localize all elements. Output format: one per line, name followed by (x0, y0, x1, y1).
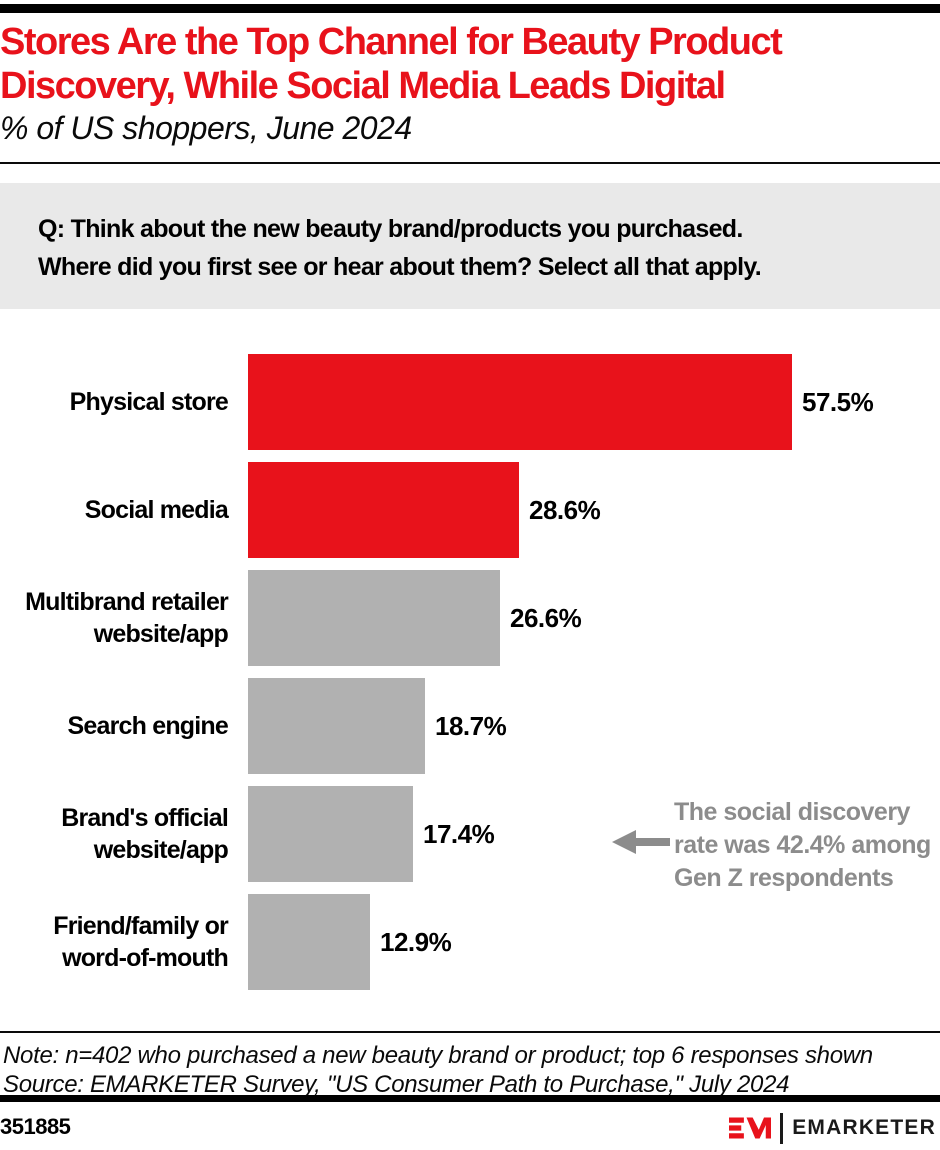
header-divider (0, 162, 940, 164)
bar-multibrand-retailer (248, 570, 500, 666)
question-line-1: Q: Think about the new beauty brand/prod… (38, 215, 743, 243)
page-title: Stores Are the Top Channel for Beauty Pr… (0, 20, 940, 108)
value-label: 17.4% (423, 818, 495, 849)
logo-divider (780, 1112, 784, 1144)
category-label: Friend/family or word-of-mouth (53, 912, 229, 972)
annotation-line-2: rate was 42.4% among (674, 831, 931, 859)
survey-question-text: Q: Think about the new beauty brand/prod… (38, 210, 918, 286)
source-line: Source: EMARKETER Survey, "US Consumer P… (3, 1071, 790, 1098)
footnote: Note: n=402 who purchased a new beauty b… (3, 1041, 937, 1099)
category-label: Physical store (69, 388, 229, 416)
category-label: Brand's official website/app (61, 804, 229, 864)
value-label: 28.6% (529, 494, 601, 525)
brand-name: EMARKETER (792, 1116, 936, 1139)
bar-search-engine (248, 678, 425, 774)
chart-id: 351885 (0, 1114, 71, 1139)
bar-social-media (248, 462, 519, 558)
chart-row: Friend/family or word-of-mouth 12.9% (0, 894, 940, 990)
title-line-1: Stores Are the Top Channel for Beauty Pr… (0, 21, 783, 63)
annotation-line-1: The social discovery (674, 798, 910, 826)
title-line-2: Discovery, While Social Media Leads Digi… (0, 65, 726, 107)
bottom-black-bar (0, 1095, 940, 1102)
category-label: Search engine (67, 712, 229, 740)
category-label: Social media (84, 496, 229, 524)
survey-question-box: Q: Think about the new beauty brand/prod… (0, 183, 940, 309)
value-label: 18.7% (435, 710, 507, 741)
subtitle: % of US shoppers, June 2024 (0, 110, 412, 146)
value-label: 12.9% (380, 926, 452, 957)
emarketer-logo-icon (729, 1117, 772, 1139)
bar-friend-family-or (248, 894, 370, 990)
chart-row: Search engine 18.7% (0, 678, 940, 774)
chart-row: Multibrand retailer website/app 26.6% (0, 570, 940, 666)
chart-row: Physical store 57.5% (0, 354, 940, 450)
chart: The social discovery rate was 42.4% amon… (0, 330, 940, 1030)
value-label: 57.5% (802, 386, 874, 417)
note-line: Note: n=402 who purchased a new beauty b… (3, 1042, 873, 1069)
bar-physical-store (248, 354, 792, 450)
annotation-arrow-icon (612, 830, 670, 854)
brand-logo: EMARKETER (729, 1110, 936, 1146)
question-line-2: Where did you first see or hear about th… (38, 253, 762, 281)
chart-row: Brand's official website/app 17.4% (0, 786, 940, 882)
note-divider (0, 1031, 940, 1033)
chart-row: Social media 28.6% (0, 462, 940, 558)
value-label: 26.6% (510, 602, 582, 633)
top-black-bar (0, 4, 940, 13)
gen-z-annotation: The social discovery rate was 42.4% amon… (674, 796, 934, 895)
annotation-line-3: Gen Z respondents (674, 864, 894, 892)
category-label: Multibrand retailer website/app (25, 588, 229, 648)
bar-brand-s-official (248, 786, 413, 882)
